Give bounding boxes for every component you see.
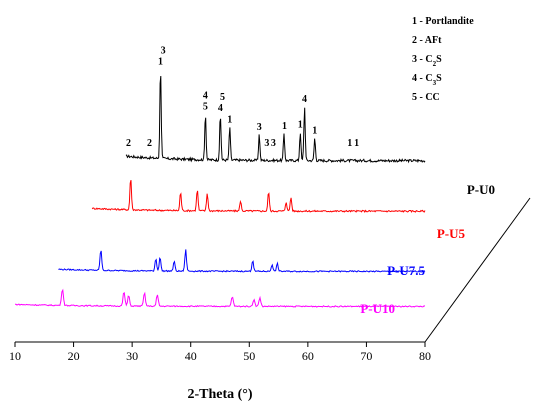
peak-annotation: 3 bbox=[257, 122, 262, 133]
label-layer: P-U0 P-U5 P-U7.5 P-U10 bbox=[360, 182, 495, 316]
peak-annotation: 1 bbox=[227, 114, 232, 125]
peak-annotation: 1 bbox=[158, 57, 163, 68]
peak-annotation: 3 bbox=[264, 138, 269, 149]
peak-annotation: 2 bbox=[126, 138, 131, 149]
peak-annotation: 1 bbox=[298, 120, 303, 131]
x-tick-label: 40 bbox=[185, 349, 197, 363]
axis-layer: 10 20 30 40 50 60 70 80 2-Theta (°) bbox=[9, 197, 531, 402]
series-line-p-u5 bbox=[91, 179, 426, 214]
legend-item: 4 - C3S bbox=[412, 73, 442, 87]
peak-annotation: 4 bbox=[203, 91, 208, 102]
peak-annotation: 1 bbox=[347, 138, 352, 149]
series-label: P-U5 bbox=[437, 226, 466, 241]
series-line-p-u7-5 bbox=[58, 249, 426, 273]
series-layer bbox=[15, 75, 426, 308]
series-line-p-u10 bbox=[15, 288, 426, 308]
peak-annotation: 2 bbox=[147, 138, 152, 149]
depth-axis-line bbox=[424, 197, 531, 343]
series-line-p-u0 bbox=[125, 75, 426, 164]
legend-item: 1 - Portlandite bbox=[412, 16, 474, 27]
peak-annotation: 5 bbox=[220, 92, 225, 103]
series-label: P-U7.5 bbox=[387, 263, 425, 278]
series-label: P-U10 bbox=[360, 301, 395, 316]
peak-annotation: 3 bbox=[271, 138, 276, 149]
x-tick-label: 10 bbox=[9, 349, 21, 363]
x-tick-label: 60 bbox=[302, 349, 314, 363]
x-tick-label: 20 bbox=[68, 349, 80, 363]
peak-annotation: 4 bbox=[302, 94, 307, 105]
series-label: P-U0 bbox=[467, 182, 495, 197]
legend-item: 3 - C2S bbox=[412, 54, 442, 68]
peak-annotation: 3 bbox=[161, 46, 166, 57]
peak-annotation: 1 bbox=[282, 121, 287, 132]
legend-item: 5 - CC bbox=[412, 92, 440, 103]
peak-annotation: 1 bbox=[354, 138, 359, 149]
legend: 1 - Portlandite 2 - AFt 3 - C2S 4 - C3S 5 - … bbox=[412, 16, 474, 103]
legend-item: 2 - AFt bbox=[412, 35, 442, 46]
x-tick-label: 80 bbox=[419, 349, 431, 363]
x-axis-title: 2-Theta (°) bbox=[187, 387, 252, 402]
x-tick-label: 30 bbox=[126, 349, 138, 363]
x-tick-label: 70 bbox=[360, 349, 372, 363]
peak-annotation: 5 bbox=[203, 102, 208, 113]
x-tick-label: 50 bbox=[243, 349, 255, 363]
peak-annotation: 1 bbox=[312, 126, 317, 137]
peak-annotation: 4 bbox=[218, 103, 223, 114]
